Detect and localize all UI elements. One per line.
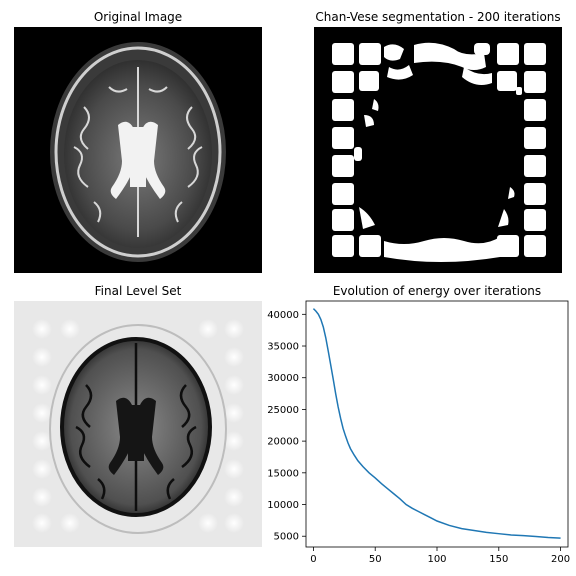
segmentation-mask-graphic xyxy=(332,42,546,262)
energy-line xyxy=(312,308,561,539)
y-tick-label: 35000 xyxy=(267,342,299,353)
y-tick-label: 10000 xyxy=(267,500,299,511)
energy-chart-svg: 0 50 100 150 200 5000 10000 15000 20000 25000 3000… xyxy=(267,300,570,565)
y-tick-label: 30000 xyxy=(267,373,299,384)
y-tick-label: 5000 xyxy=(274,532,299,543)
x-tick-label: 100 xyxy=(427,554,446,565)
x-tick-label: 50 xyxy=(369,554,382,565)
level-set-graphic xyxy=(32,319,244,534)
level-set-title: Final Level Set xyxy=(94,284,182,298)
level-set-image xyxy=(14,301,262,547)
original-image xyxy=(14,27,262,273)
x-tick-label: 150 xyxy=(489,554,508,565)
original-image-title: Original Image xyxy=(93,10,183,24)
segmentation-image xyxy=(314,27,562,273)
y-tick-label: 15000 xyxy=(267,468,299,479)
x-tick-label: 0 xyxy=(310,554,316,565)
x-tick-label: 200 xyxy=(551,554,570,565)
segmentation-title: Chan-Vese segmentation - 200 iterations xyxy=(315,10,561,24)
plot-frame xyxy=(305,300,569,548)
mri-slice-graphic xyxy=(50,42,226,262)
energy-chart-title: Evolution of energy over iterations xyxy=(332,284,542,298)
y-tick-label: 20000 xyxy=(267,437,299,448)
y-tick-label: 40000 xyxy=(267,310,299,321)
y-tick-label: 25000 xyxy=(267,405,299,416)
energy-chart: 0 50 100 150 200 5000 10000 15000 20000 25000 3000… xyxy=(262,298,576,576)
